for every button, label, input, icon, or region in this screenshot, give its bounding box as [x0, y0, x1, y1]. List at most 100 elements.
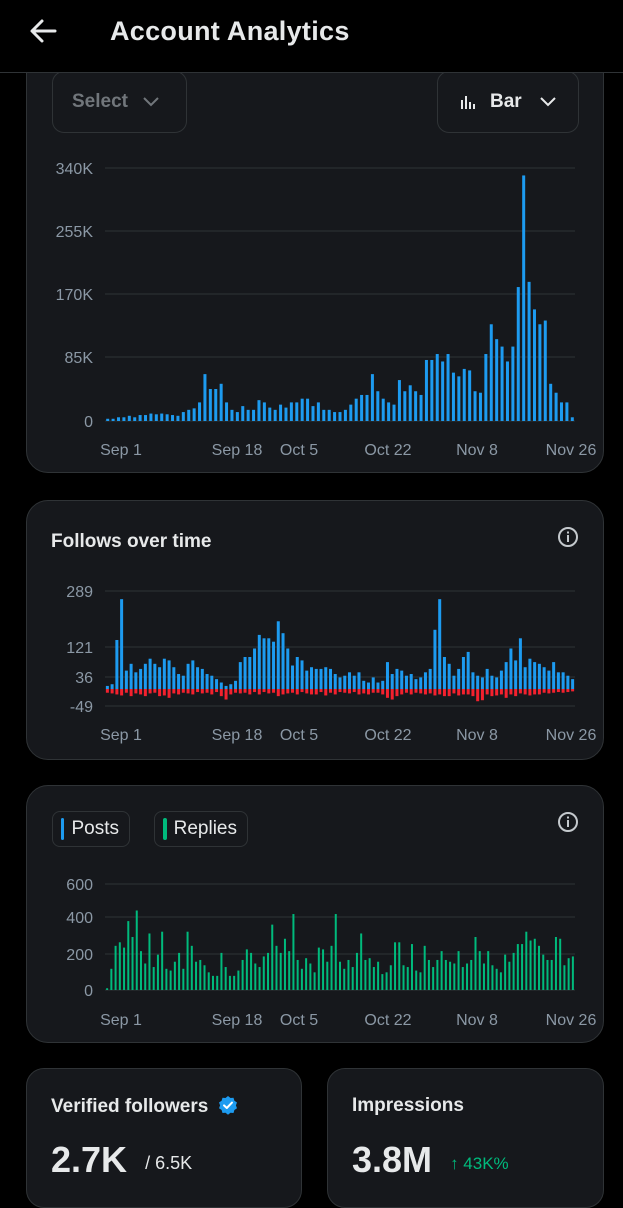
bar [224, 685, 228, 689]
bar [554, 392, 558, 421]
x-tick-label: Sep 1 [100, 1012, 142, 1029]
bar [561, 672, 565, 689]
impressions-change: ↑ 43K% [450, 1154, 509, 1173]
bar [295, 402, 299, 421]
bar [276, 621, 280, 689]
bar [512, 952, 515, 990]
bar [433, 629, 437, 689]
bar [124, 670, 128, 689]
bar [451, 372, 455, 421]
bar [432, 967, 435, 990]
select-dropdown[interactable]: Select [52, 71, 187, 133]
bar [192, 408, 196, 421]
bar [333, 674, 337, 689]
bar [442, 657, 446, 689]
bar [207, 972, 210, 990]
negative-bar [115, 689, 119, 695]
impressions-label: Impressions [352, 1095, 464, 1116]
bar [468, 370, 472, 421]
bar [235, 412, 239, 421]
bar [237, 970, 240, 990]
bar [279, 952, 282, 990]
bar [111, 418, 115, 421]
bar [484, 354, 488, 421]
legend-posts[interactable]: Posts [52, 811, 130, 847]
bar [196, 667, 200, 689]
negative-bar [295, 689, 299, 695]
bar [528, 658, 532, 689]
y-tick-label: 36 [75, 670, 93, 687]
bar [387, 402, 391, 421]
bar [149, 413, 153, 421]
impressions-value: 3.8M ↑ 43K% [352, 1139, 509, 1180]
bar [148, 933, 151, 990]
bar [120, 599, 124, 689]
negative-bar [200, 689, 204, 694]
y-tick-label: 121 [66, 640, 93, 657]
negative-bar [442, 689, 446, 697]
back-arrow-icon[interactable] [28, 16, 58, 46]
negative-bar [537, 689, 541, 695]
impressions-bar-chart: 340K 255K 170K 85K 0 Sep 1 Sep 18 Oct 5 Oct 22 No… [56, 161, 597, 459]
bar [279, 404, 283, 421]
bar [471, 672, 475, 689]
bar [357, 672, 361, 689]
bar [338, 677, 342, 689]
bar [397, 380, 401, 421]
bar [347, 672, 351, 689]
negative-bar [177, 689, 181, 695]
bar [243, 657, 247, 689]
legend-posts-label: Posts [71, 818, 119, 839]
bar [532, 309, 536, 421]
bar [365, 394, 369, 421]
negative-bar [414, 689, 418, 693]
bar [186, 663, 190, 689]
bar [511, 346, 515, 421]
bar [419, 394, 423, 421]
bar [457, 951, 460, 990]
negative-bar [371, 689, 375, 693]
app-header: Account Analytics [0, 0, 623, 73]
bar [300, 968, 303, 990]
verified-followers-label: Verified followers [51, 1095, 238, 1118]
x-tick-label: Oct 22 [364, 727, 411, 744]
bar [275, 945, 278, 990]
negative-bar [400, 689, 404, 695]
bar [181, 412, 185, 421]
y-tick-label: -49 [70, 699, 93, 716]
negative-bar [518, 689, 522, 694]
negative-bar [419, 689, 423, 694]
negative-bar [191, 689, 195, 695]
bar [490, 675, 494, 689]
impressions-card[interactable]: Impressions 3.8M ↑ 43K% [327, 1068, 604, 1208]
bar [295, 657, 299, 689]
bar [556, 672, 560, 689]
bar [559, 938, 562, 990]
bar [428, 668, 432, 689]
bar [162, 658, 166, 689]
bar [309, 963, 312, 990]
bar [306, 398, 310, 421]
bar [133, 417, 137, 421]
info-icon[interactable] [557, 811, 579, 833]
verified-followers-card[interactable]: Verified followers 2.7K / 6.5K [26, 1068, 302, 1208]
bar [436, 959, 439, 990]
bar [461, 657, 465, 689]
info-icon[interactable] [557, 526, 579, 548]
bar [403, 391, 407, 421]
y-tick-label: 600 [66, 877, 93, 894]
bar [547, 670, 551, 689]
bar [262, 956, 265, 990]
negative-bar [124, 689, 128, 693]
negative-bar [248, 689, 252, 695]
negative-bar [286, 689, 290, 694]
bar [343, 968, 346, 990]
negative-bar [457, 689, 461, 696]
bar [186, 931, 189, 990]
bar [352, 675, 356, 689]
legend-replies[interactable]: Replies [154, 811, 248, 847]
bar [248, 657, 252, 689]
bar [160, 413, 164, 421]
chart-type-dropdown[interactable]: Bar [437, 71, 579, 133]
bar [491, 965, 494, 990]
